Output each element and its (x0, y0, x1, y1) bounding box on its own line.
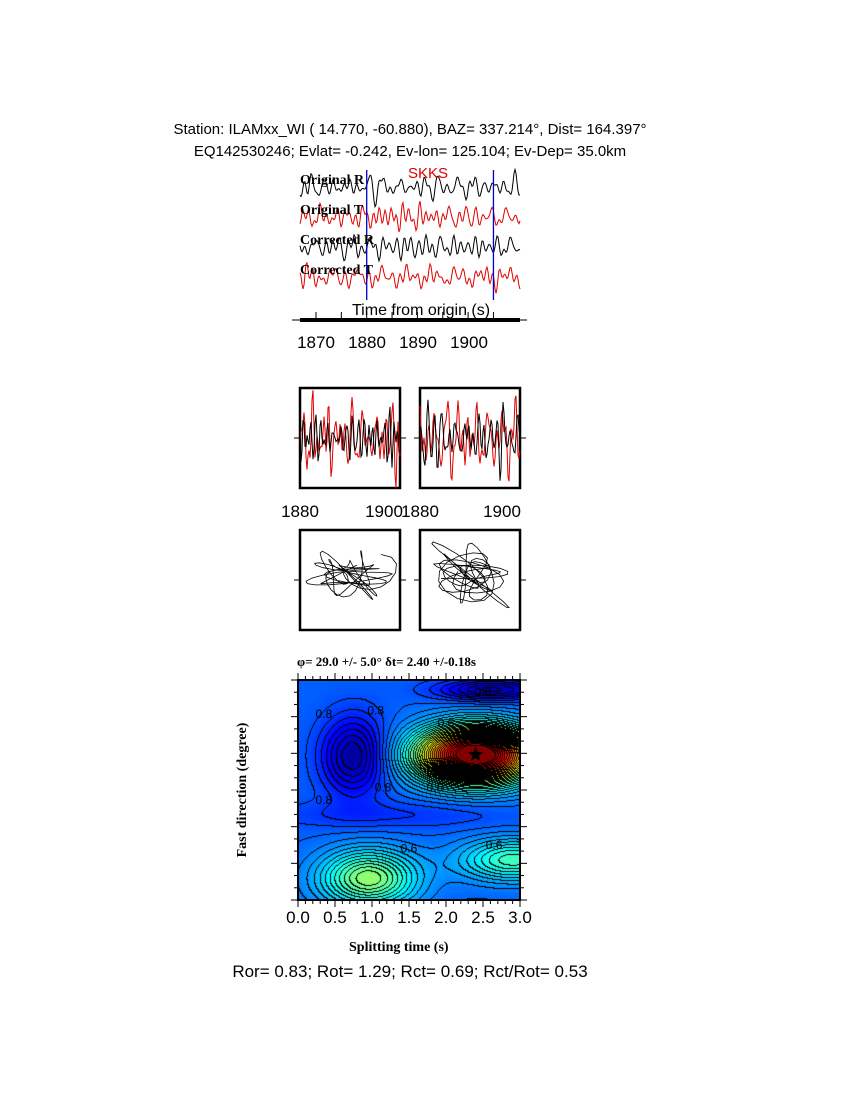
x-tick-label: 1900 (365, 502, 403, 521)
trace-label: Corrected R (300, 233, 374, 248)
x-tick-label: 1880 (401, 502, 439, 521)
x-tick-label: 1880 (281, 502, 319, 521)
particle-motion-path (431, 541, 511, 609)
x-tick-label: 1900 (483, 502, 521, 521)
x-tick-label: 1.5 (397, 908, 421, 927)
contour-label: 0.6 (486, 838, 503, 852)
trace-slow (299, 406, 401, 468)
contour-label: 0.2 (452, 766, 469, 780)
x-axis-label: Time from origin (s) (352, 302, 491, 319)
contour-label: 0.8 (475, 685, 492, 699)
x-axis-label: Splitting time (s) (349, 940, 449, 955)
contour-label: 0.8 (316, 707, 333, 721)
x-tick-label: 2.0 (434, 908, 458, 927)
x-tick-label: 0.0 (286, 908, 310, 927)
trace-label: Corrected T (300, 263, 373, 278)
phase-label: SKKS (408, 165, 449, 182)
x-tick-label: 2.5 (471, 908, 495, 927)
x-tick-label: 1870 (297, 333, 335, 352)
contour-label: 0.2 (489, 728, 506, 742)
x-tick-label: 1890 (399, 333, 437, 352)
trace-fast (419, 395, 521, 482)
x-tick-label: 1.0 (360, 908, 384, 927)
contour-label: 0.6 (401, 842, 418, 856)
contour-label: 0.8 (375, 781, 392, 795)
particle-motion-path (305, 550, 397, 600)
panel-frame (418, 528, 522, 632)
trace-fast (299, 390, 401, 489)
splitting-result-title: φ= 29.0 +/- 5.0° δt= 2.40 +/-0.18s (297, 654, 476, 669)
trace-label: Original R (300, 173, 365, 188)
contour-label: 0.4 (482, 719, 499, 733)
best-fit-star-marker (468, 746, 484, 761)
panel-frame (298, 386, 402, 490)
panel-frame (418, 386, 522, 490)
x-tick-label: 1880 (348, 333, 386, 352)
heatmap-frame (297, 679, 521, 901)
trace-slow (419, 399, 521, 481)
station-info: Station: ILAMxx_WI ( 14.770, -60.880), B… (173, 121, 647, 138)
x-tick-label: 1900 (450, 333, 488, 352)
trace-label: Original T (300, 203, 364, 218)
contour-label: 0.8 (316, 793, 333, 807)
x-tick-label: 3.0 (508, 908, 532, 927)
contour-label: 0.8 (367, 704, 384, 718)
event-info: EQ142530246; Evlat= -0.242, Ev-lon= 125.… (193, 143, 627, 160)
panel-frame (298, 528, 402, 632)
correlation-summary: Ror= 0.83; Rot= 1.29; Rct= 0.69; Rct/Rot… (232, 962, 588, 981)
y-axis-label: Fast direction (degree) (235, 722, 250, 858)
contour-label: 0.6 (438, 716, 455, 730)
contour-label: 0.4 (427, 765, 444, 779)
contour-label: 0.6 (427, 781, 444, 795)
x-tick-label: 0.5 (323, 908, 347, 927)
